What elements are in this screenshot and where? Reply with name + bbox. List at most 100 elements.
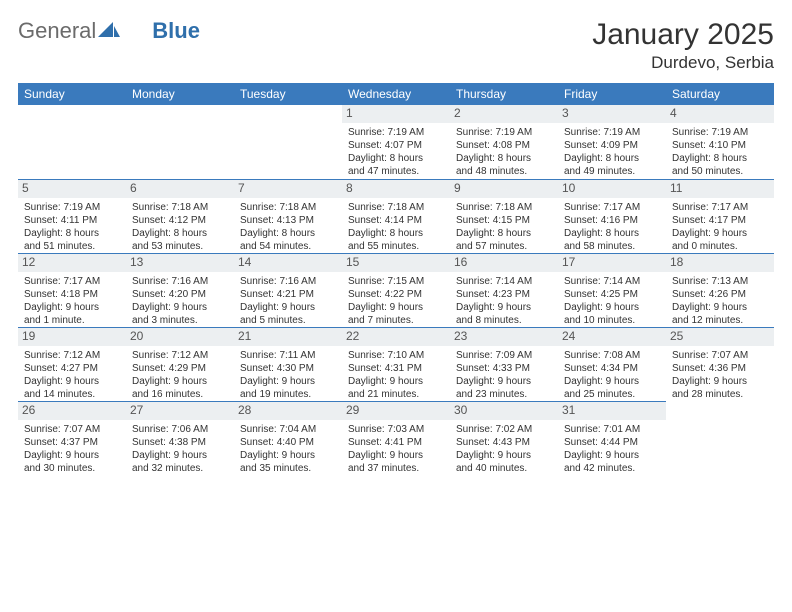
logo: General Blue: [18, 18, 200, 44]
day-number: 20: [126, 328, 234, 346]
day-number: 31: [558, 402, 666, 420]
calendar-cell: 26Sunrise: 7:07 AMSunset: 4:37 PMDayligh…: [18, 401, 126, 475]
day-number: 28: [234, 402, 342, 420]
day-info-line: Sunrise: 7:19 AM: [24, 201, 120, 214]
calendar-row: 5Sunrise: 7:19 AMSunset: 4:11 PMDaylight…: [18, 179, 774, 253]
day-info-line: and 30 minutes.: [24, 462, 120, 475]
day-info-line: Sunrise: 7:14 AM: [456, 275, 552, 288]
day-info-line: Sunset: 4:33 PM: [456, 362, 552, 375]
calendar-cell: 14Sunrise: 7:16 AMSunset: 4:21 PMDayligh…: [234, 253, 342, 327]
day-info-line: Daylight: 8 hours: [564, 227, 660, 240]
weekday-header: Wednesday: [342, 83, 450, 105]
day-info-line: Sunset: 4:15 PM: [456, 214, 552, 227]
calendar-cell: 17Sunrise: 7:14 AMSunset: 4:25 PMDayligh…: [558, 253, 666, 327]
day-info-line: Daylight: 9 hours: [564, 375, 660, 388]
day-number: 13: [126, 254, 234, 272]
calendar-cell: 20Sunrise: 7:12 AMSunset: 4:29 PMDayligh…: [126, 327, 234, 401]
day-info-line: Sunrise: 7:18 AM: [240, 201, 336, 214]
day-info-line: Sunrise: 7:12 AM: [24, 349, 120, 362]
day-info-line: Daylight: 8 hours: [132, 227, 228, 240]
day-info-line: Daylight: 9 hours: [564, 301, 660, 314]
calendar-cell: 27Sunrise: 7:06 AMSunset: 4:38 PMDayligh…: [126, 401, 234, 475]
day-number: 25: [666, 328, 774, 346]
day-info-line: and 53 minutes.: [132, 240, 228, 253]
day-info-line: Sunset: 4:27 PM: [24, 362, 120, 375]
day-number: 23: [450, 328, 558, 346]
day-info-line: Sunrise: 7:18 AM: [456, 201, 552, 214]
day-info-line: Sunrise: 7:09 AM: [456, 349, 552, 362]
title-block: January 2025 Durdevo, Serbia: [592, 18, 774, 73]
day-info-line: Sunrise: 7:10 AM: [348, 349, 444, 362]
day-number: 15: [342, 254, 450, 272]
day-info-line: and 49 minutes.: [564, 165, 660, 178]
day-info-line: Sunrise: 7:19 AM: [456, 126, 552, 139]
day-info-line: Sunset: 4:21 PM: [240, 288, 336, 301]
weekday-header: Tuesday: [234, 83, 342, 105]
day-info-line: Sunset: 4:22 PM: [348, 288, 444, 301]
day-info-line: Daylight: 8 hours: [564, 152, 660, 165]
calendar-cell: 16Sunrise: 7:14 AMSunset: 4:23 PMDayligh…: [450, 253, 558, 327]
day-info-line: Daylight: 8 hours: [240, 227, 336, 240]
day-info-line: Daylight: 9 hours: [240, 301, 336, 314]
day-info-line: and 14 minutes.: [24, 388, 120, 401]
calendar-row: 1Sunrise: 7:19 AMSunset: 4:07 PMDaylight…: [18, 105, 774, 179]
day-info-line: Sunset: 4:14 PM: [348, 214, 444, 227]
day-info-line: Sunrise: 7:16 AM: [240, 275, 336, 288]
day-number: 16: [450, 254, 558, 272]
calendar-row: 12Sunrise: 7:17 AMSunset: 4:18 PMDayligh…: [18, 253, 774, 327]
day-info-line: Sunset: 4:26 PM: [672, 288, 768, 301]
day-info-line: Daylight: 9 hours: [24, 449, 120, 462]
day-info-line: and 55 minutes.: [348, 240, 444, 253]
day-info-line: Sunset: 4:07 PM: [348, 139, 444, 152]
day-info-line: and 42 minutes.: [564, 462, 660, 475]
day-info-line: Sunrise: 7:19 AM: [672, 126, 768, 139]
day-number: 29: [342, 402, 450, 420]
calendar-cell: [234, 105, 342, 179]
day-info-line: and 54 minutes.: [240, 240, 336, 253]
day-number: 10: [558, 180, 666, 198]
day-info-line: Sunset: 4:25 PM: [564, 288, 660, 301]
calendar-cell: 6Sunrise: 7:18 AMSunset: 4:12 PMDaylight…: [126, 179, 234, 253]
day-info-line: Sunrise: 7:18 AM: [348, 201, 444, 214]
weekday-header-row: Sunday Monday Tuesday Wednesday Thursday…: [18, 83, 774, 105]
day-info-line: and 12 minutes.: [672, 314, 768, 327]
day-info-line: Sunrise: 7:17 AM: [564, 201, 660, 214]
day-number: 11: [666, 180, 774, 198]
day-info-line: and 58 minutes.: [564, 240, 660, 253]
calendar-cell: 19Sunrise: 7:12 AMSunset: 4:27 PMDayligh…: [18, 327, 126, 401]
day-info-line: Daylight: 9 hours: [348, 449, 444, 462]
weekday-header: Friday: [558, 83, 666, 105]
calendar-cell: 24Sunrise: 7:08 AMSunset: 4:34 PMDayligh…: [558, 327, 666, 401]
day-info-line: Daylight: 9 hours: [132, 449, 228, 462]
calendar-cell: 5Sunrise: 7:19 AMSunset: 4:11 PMDaylight…: [18, 179, 126, 253]
calendar-page: General Blue January 2025 Durdevo, Serbi…: [0, 0, 792, 612]
day-number: 6: [126, 180, 234, 198]
day-info-line: and 1 minute.: [24, 314, 120, 327]
day-info-line: and 19 minutes.: [240, 388, 336, 401]
day-info-line: Sunset: 4:10 PM: [672, 139, 768, 152]
day-info-line: Sunset: 4:29 PM: [132, 362, 228, 375]
day-info-line: Daylight: 9 hours: [24, 301, 120, 314]
day-number: 17: [558, 254, 666, 272]
day-number: 3: [558, 105, 666, 123]
day-info-line: Daylight: 9 hours: [672, 375, 768, 388]
logo-text-2: Blue: [152, 18, 200, 44]
day-info-line: Sunrise: 7:07 AM: [24, 423, 120, 436]
day-info-line: Sunset: 4:18 PM: [24, 288, 120, 301]
day-info-line: Sunrise: 7:18 AM: [132, 201, 228, 214]
day-info-line: and 5 minutes.: [240, 314, 336, 327]
calendar-cell: 22Sunrise: 7:10 AMSunset: 4:31 PMDayligh…: [342, 327, 450, 401]
day-info-line: Sunset: 4:40 PM: [240, 436, 336, 449]
day-number: 22: [342, 328, 450, 346]
day-number: 30: [450, 402, 558, 420]
day-info-line: Sunrise: 7:15 AM: [348, 275, 444, 288]
weekday-header: Thursday: [450, 83, 558, 105]
day-info-line: Sunrise: 7:04 AM: [240, 423, 336, 436]
day-info-line: Sunrise: 7:11 AM: [240, 349, 336, 362]
day-info-line: Daylight: 8 hours: [348, 152, 444, 165]
calendar-cell: 29Sunrise: 7:03 AMSunset: 4:41 PMDayligh…: [342, 401, 450, 475]
day-number: 24: [558, 328, 666, 346]
day-info-line: and 48 minutes.: [456, 165, 552, 178]
day-info-line: Daylight: 8 hours: [456, 227, 552, 240]
day-info-line: Sunrise: 7:08 AM: [564, 349, 660, 362]
